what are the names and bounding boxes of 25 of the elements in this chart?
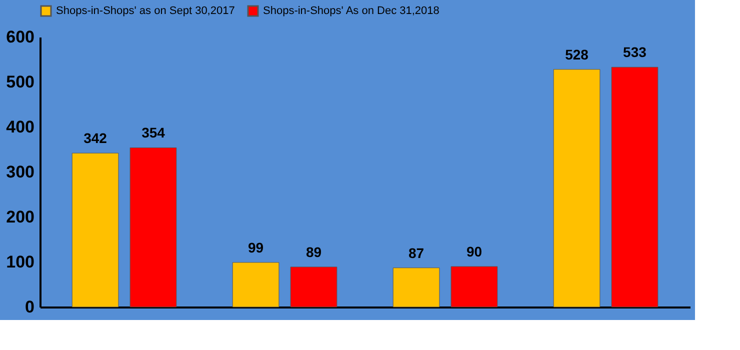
y-tick-label: 100: [6, 252, 34, 272]
data-label: 342: [84, 130, 108, 146]
y-tick-label: 600: [6, 28, 34, 46]
data-label: 354: [142, 124, 166, 141]
legend-label: Shops-in-Shops' As on Dec 31,2018: [263, 5, 440, 17]
bar: [290, 266, 338, 308]
bar: [553, 69, 600, 308]
bar: [611, 66, 658, 308]
data-label: 89: [306, 244, 322, 260]
y-tick-label: 0: [25, 298, 34, 316]
y-tick-label: 300: [6, 162, 34, 182]
bar: [232, 262, 280, 308]
bar: [392, 268, 440, 308]
bar: [450, 266, 498, 308]
y-tick-label: 200: [6, 208, 34, 226]
data-label: 528: [565, 46, 589, 62]
y-tick-label: 400: [6, 118, 34, 136]
data-label: 90: [466, 244, 482, 260]
legend-label: Shops-in-Shops' as on Sept 30,2017: [56, 5, 235, 17]
data-label: 87: [408, 244, 424, 261]
bar: [72, 152, 119, 308]
data-label: 99: [248, 239, 264, 256]
data-label: 533: [623, 44, 647, 60]
y-tick-label: 500: [6, 72, 34, 92]
bar: [130, 147, 177, 308]
